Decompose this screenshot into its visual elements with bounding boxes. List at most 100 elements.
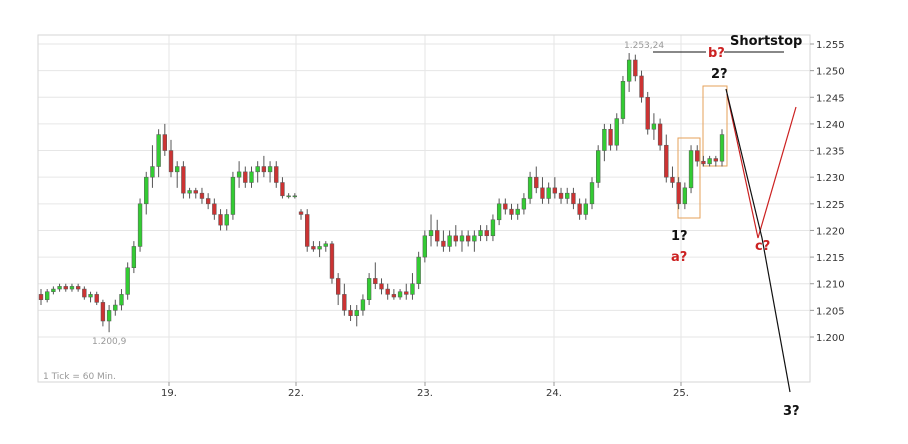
- candle-body: [620, 81, 626, 119]
- candle-body: [131, 246, 137, 268]
- x-tick-label: 23.: [417, 388, 433, 399]
- candle: [527, 171, 533, 204]
- candle: [286, 193, 291, 199]
- candle-body: [441, 240, 446, 247]
- candle-body: [63, 286, 68, 290]
- candle: [713, 155, 718, 167]
- candle-body: [490, 219, 496, 237]
- candle-body: [707, 158, 712, 165]
- candle: [323, 241, 328, 252]
- plot-frame: [37, 34, 811, 383]
- candle: [329, 241, 335, 284]
- candle-body: [292, 195, 297, 198]
- candle: [688, 145, 694, 194]
- candle: [106, 305, 112, 333]
- candle-body: [162, 134, 167, 151]
- candle-body: [329, 243, 335, 279]
- candle: [366, 273, 372, 306]
- candle-body: [51, 288, 56, 292]
- projection-wave3-path: [725, 88, 791, 393]
- candle-body: [670, 176, 675, 183]
- candle-body: [453, 235, 458, 242]
- candle: [472, 230, 477, 252]
- candle-body: [422, 235, 428, 258]
- candle-body: [137, 203, 143, 247]
- candle-body: [509, 208, 514, 215]
- candle-body: [156, 134, 161, 167]
- candle: [571, 187, 576, 210]
- candle-body: [521, 198, 527, 210]
- candle-body: [583, 203, 588, 215]
- candle: [546, 182, 551, 204]
- candle: [602, 123, 607, 162]
- candle: [633, 54, 638, 82]
- candle: [224, 209, 229, 231]
- candle: [540, 177, 545, 204]
- candle-body: [478, 230, 483, 237]
- candle-body: [45, 291, 50, 300]
- candle: [435, 219, 440, 247]
- wave-b-label: b?: [708, 46, 725, 61]
- candle-body: [249, 171, 254, 183]
- candle: [676, 177, 681, 210]
- candle-body: [218, 214, 223, 226]
- candle-body: [639, 75, 644, 98]
- candle-body: [373, 278, 378, 284]
- interval-note: 1 Tick = 60 Min.: [43, 372, 116, 382]
- candle-body: [608, 128, 613, 146]
- high-price-label: 1.253,24: [624, 41, 664, 51]
- candle: [82, 286, 87, 300]
- candle-body: [719, 134, 725, 162]
- candle: [131, 241, 137, 274]
- candle-body: [286, 195, 291, 198]
- candle-body: [82, 288, 87, 298]
- candle: [348, 305, 353, 322]
- candle: [503, 198, 508, 215]
- low-price-label: 1.200,9: [92, 337, 127, 347]
- y-tick-label: 1.230: [816, 173, 845, 184]
- candle: [707, 155, 712, 167]
- candle-body: [527, 176, 533, 199]
- candle: [422, 230, 428, 263]
- candle-body: [404, 291, 409, 295]
- candle-body: [323, 243, 328, 247]
- candle-body: [348, 310, 353, 316]
- candle: [218, 209, 223, 231]
- candle: [137, 198, 143, 252]
- candle-body: [106, 310, 112, 322]
- candle-body: [565, 192, 570, 199]
- candle-body: [199, 192, 205, 199]
- y-tick-label: 1.245: [816, 93, 845, 104]
- candle: [695, 145, 700, 167]
- candle-body: [168, 150, 174, 173]
- candle-body: [379, 283, 384, 290]
- candle: [144, 171, 149, 215]
- candle-body: [664, 144, 669, 178]
- candle-body: [701, 160, 706, 165]
- candle: [496, 198, 502, 226]
- candle: [701, 155, 706, 167]
- candle: [620, 75, 626, 124]
- y-tick-label: 1.255: [816, 40, 845, 51]
- candle: [515, 203, 520, 220]
- wave-3-label: 3?: [783, 404, 800, 419]
- candle: [466, 230, 471, 247]
- candle-body: [546, 187, 551, 199]
- candle: [150, 145, 155, 188]
- candle: [645, 91, 650, 135]
- x-tick-label: 25.: [673, 388, 689, 399]
- shortstop-label: Shortstop: [730, 34, 802, 49]
- candle-body: [496, 203, 502, 221]
- candle-body: [633, 59, 638, 77]
- candle: [670, 166, 675, 188]
- candle-body: [255, 166, 260, 173]
- candle: [385, 283, 390, 300]
- y-tick-label: 1.235: [816, 147, 845, 158]
- y-tick-label: 1.250: [816, 67, 845, 78]
- candle: [298, 209, 304, 220]
- candle-body: [472, 235, 477, 242]
- candle: [596, 145, 601, 188]
- y-tick-label: 1.205: [816, 306, 845, 317]
- candle: [280, 177, 285, 199]
